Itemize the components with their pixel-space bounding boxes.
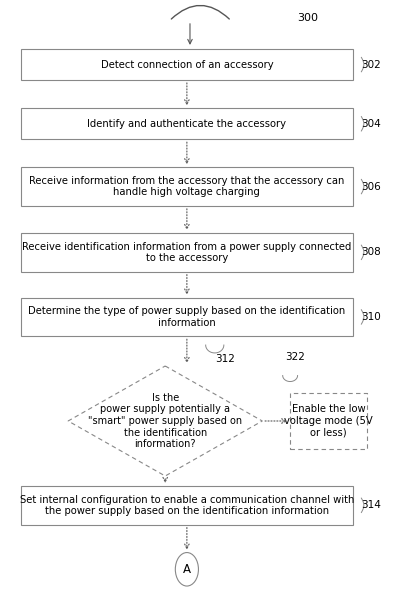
Text: 304: 304 bbox=[361, 119, 381, 129]
Text: Identify and authenticate the accessory: Identify and authenticate the accessory bbox=[88, 119, 286, 129]
Text: Receive information from the accessory that the accessory can
handle high voltag: Receive information from the accessory t… bbox=[29, 176, 344, 197]
Text: Receive identification information from a power supply connected
to the accessor: Receive identification information from … bbox=[22, 242, 351, 263]
FancyBboxPatch shape bbox=[290, 393, 367, 448]
Text: 300: 300 bbox=[297, 13, 318, 23]
FancyBboxPatch shape bbox=[21, 233, 353, 271]
Text: Determine the type of power supply based on the identification
information: Determine the type of power supply based… bbox=[28, 306, 346, 328]
Text: A: A bbox=[183, 563, 191, 576]
Text: 310: 310 bbox=[361, 312, 381, 322]
FancyBboxPatch shape bbox=[21, 49, 353, 80]
Text: 314: 314 bbox=[361, 501, 381, 510]
Text: 308: 308 bbox=[361, 248, 381, 257]
FancyBboxPatch shape bbox=[21, 167, 353, 206]
Circle shape bbox=[176, 553, 198, 586]
Text: 306: 306 bbox=[361, 182, 381, 191]
Text: 322: 322 bbox=[285, 352, 305, 362]
Text: 312: 312 bbox=[215, 354, 235, 364]
FancyBboxPatch shape bbox=[21, 108, 353, 139]
Text: 302: 302 bbox=[361, 60, 381, 69]
Text: Is the
power supply potentially a
"smart" power supply based on
the identificati: Is the power supply potentially a "smart… bbox=[88, 393, 242, 449]
FancyBboxPatch shape bbox=[21, 486, 353, 525]
Text: Enable the low
voltage mode (5V
or less): Enable the low voltage mode (5V or less) bbox=[284, 404, 373, 438]
Text: Set internal configuration to enable a communication channel with
the power supp: Set internal configuration to enable a c… bbox=[20, 495, 354, 516]
Text: Detect connection of an accessory: Detect connection of an accessory bbox=[101, 60, 273, 69]
FancyBboxPatch shape bbox=[21, 298, 353, 336]
